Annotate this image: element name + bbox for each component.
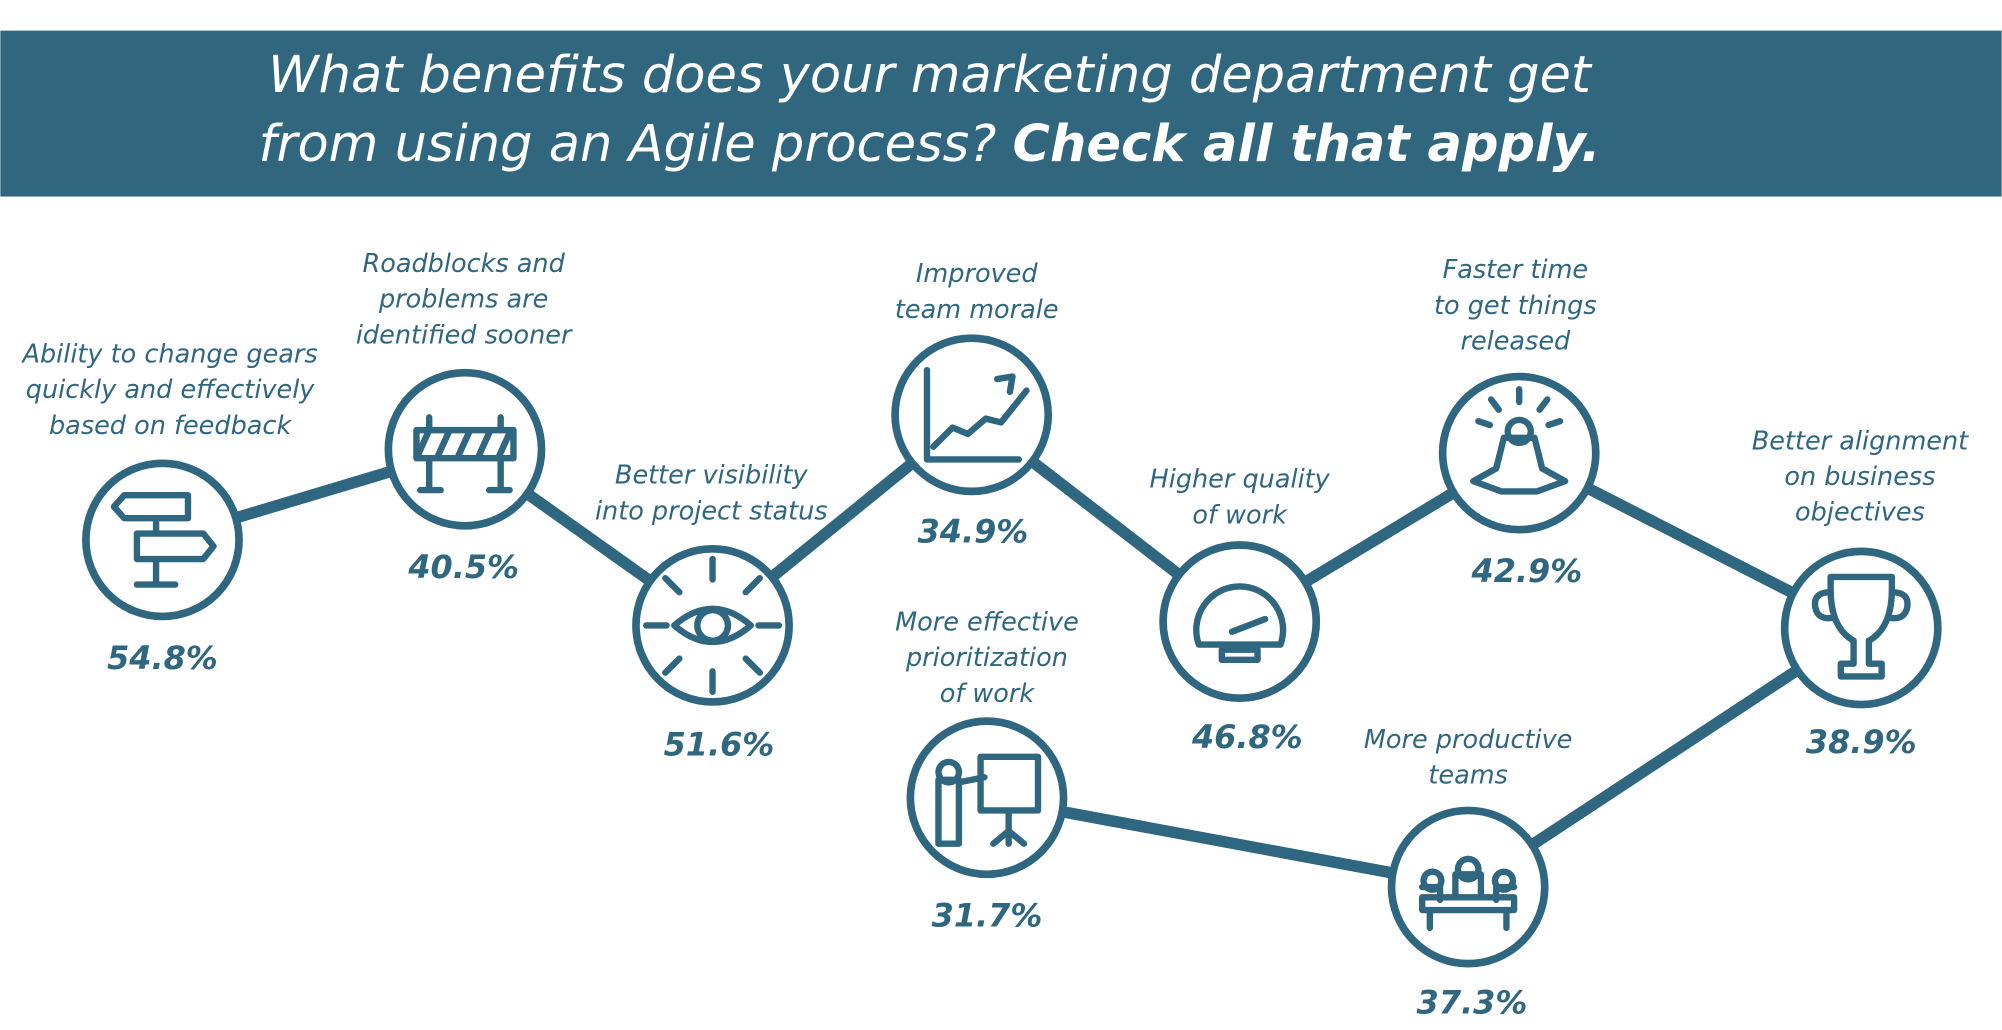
node-value: 51.6% xyxy=(664,726,775,764)
node-label: Better alignment xyxy=(1752,426,1969,456)
node-icon xyxy=(935,753,1042,847)
node-value: 40.5% xyxy=(407,548,519,586)
node-label: More effective xyxy=(895,608,1079,638)
node: Ability to change gears quickly and effec… xyxy=(21,339,318,676)
node-icon xyxy=(923,366,1030,463)
node-value: 54.8% xyxy=(107,639,218,677)
node-label: released xyxy=(1460,327,1571,357)
node-icon xyxy=(1418,855,1518,932)
node-circle xyxy=(82,459,243,621)
node: Improved team morale 34.9% xyxy=(891,259,1059,550)
node-value: 38.9% xyxy=(1806,723,1917,761)
node-icon xyxy=(642,555,783,695)
node-value: 31.7% xyxy=(932,897,1043,935)
node-circle xyxy=(384,368,546,530)
node-label: on business xyxy=(1784,462,1935,492)
node-label: objectives xyxy=(1795,498,1925,528)
node-icon xyxy=(413,414,517,494)
node-label: team morale xyxy=(895,295,1059,325)
node-label: into project status xyxy=(595,496,828,526)
title-line: What benefits does your marketing depart… xyxy=(268,46,1593,105)
connector xyxy=(985,792,1470,893)
node: Better alignment on business objectives 38.… xyxy=(1752,426,1969,761)
node-label: to get things xyxy=(1434,291,1597,321)
node-circle xyxy=(1780,547,1942,709)
node-icon xyxy=(1811,573,1911,680)
node-value: 46.8% xyxy=(1191,718,1303,756)
node-value: 34.9% xyxy=(918,512,1029,550)
node-label: Roadblocks and xyxy=(363,249,566,279)
node-value: 37.3% xyxy=(1417,983,1528,1021)
node: More productive teams 37.3% xyxy=(1364,725,1573,1021)
node-label: of work xyxy=(1192,500,1288,530)
node-label: More productive xyxy=(1364,725,1573,755)
node-label: of work xyxy=(940,679,1036,709)
node-icon xyxy=(1470,386,1569,495)
node-circle xyxy=(891,334,1053,496)
node-label: prioritization xyxy=(905,643,1068,673)
node-circle xyxy=(1387,806,1549,968)
title-line: from using an Agile process? Check all t… xyxy=(259,115,1601,174)
node: More effective prioritization of work 31.7% xyxy=(895,608,1079,935)
node-circle xyxy=(1438,372,1600,534)
header-band xyxy=(0,30,2002,197)
node-label: Faster time xyxy=(1443,255,1589,285)
node-label: identified sooner xyxy=(356,320,573,350)
node-label: problems are xyxy=(378,285,548,315)
node-label: Ability to change gears xyxy=(21,339,318,369)
nodes: Ability to change gears quickly and effec… xyxy=(21,249,1970,1022)
node: Better visibility into project status 51.6… xyxy=(595,461,828,764)
node-label: Improved xyxy=(916,259,1038,289)
node-label: Higher quality xyxy=(1150,465,1331,495)
node-label: quickly and effectively xyxy=(26,375,315,405)
node: Faster time to get things released 42.9% xyxy=(1434,255,1600,590)
node-icon xyxy=(110,492,217,588)
node: Higher quality of work 46.8% xyxy=(1150,465,1331,756)
title-emphasis: Check all that apply. xyxy=(1013,115,1601,174)
node-label: teams xyxy=(1428,761,1508,791)
node-value: 42.9% xyxy=(1471,552,1583,590)
node-icon xyxy=(1193,583,1287,664)
node-label: Better visibility xyxy=(615,461,809,491)
node: Roadblocks and problems are identified soo… xyxy=(356,249,573,586)
node-label: based on feedback xyxy=(49,411,292,441)
node-circle xyxy=(1159,541,1321,702)
title-text: from using an Agile process? xyxy=(259,115,997,174)
